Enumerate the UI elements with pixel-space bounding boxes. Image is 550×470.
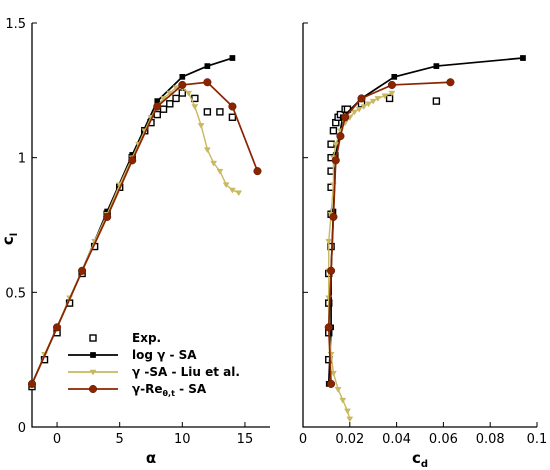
data-point-re_theta	[78, 266, 87, 275]
series-re_theta	[324, 78, 455, 388]
data-point-re_theta	[103, 212, 112, 221]
lift-vs-alpha-panel: 0 5 10 15 0 0.5 1 1.5 α cl	[0, 17, 270, 467]
data-point-re_theta	[203, 78, 212, 87]
legend-label: γ -SA - Liu et al.	[132, 365, 240, 379]
legend-label: log γ - SA	[132, 348, 197, 362]
data-point-re_theta	[53, 323, 62, 332]
data-point-re_theta	[446, 78, 455, 87]
series-line-re_theta	[31, 81, 259, 385]
data-point-re_theta	[324, 323, 333, 332]
legend-swatch-marker	[89, 369, 97, 376]
data-point-liu	[332, 141, 340, 148]
data-point-liu	[339, 397, 347, 404]
data-point-liu	[216, 168, 224, 175]
x-tick-label: 0.04	[382, 432, 411, 447]
data-point-exp	[159, 105, 168, 113]
data-point-exp	[329, 127, 338, 135]
y-tick-label: 1	[18, 152, 26, 167]
data-point-re_theta	[27, 379, 37, 388]
y-tick-label: 1.5	[5, 17, 26, 32]
data-point-liu	[191, 104, 199, 110]
legend-swatch-marker	[88, 384, 98, 394]
data-point-re_theta	[331, 156, 340, 165]
data-point-liu	[374, 96, 382, 102]
x-tick-label: 0.1	[527, 432, 548, 447]
x-axis-label: cd	[412, 449, 428, 470]
data-point-liu	[355, 106, 363, 113]
data-point-liu	[365, 101, 372, 108]
data-point-liu	[351, 109, 358, 116]
x-tick-label: 5	[116, 432, 124, 447]
data-point-liu	[388, 90, 396, 97]
x-tick-label: 15	[237, 432, 254, 447]
y-tick-label: 0.5	[5, 286, 26, 301]
data-point-re_theta	[178, 80, 187, 89]
legend-swatch-marker	[89, 334, 97, 342]
series-line-re_theta	[327, 81, 451, 384]
data-point-liu	[360, 104, 368, 110]
x-tick-label: 0.08	[476, 432, 505, 447]
series-liu	[325, 90, 396, 423]
data-point-exp	[203, 108, 212, 116]
data-point-liu	[203, 147, 211, 154]
data-point-exp	[228, 113, 237, 121]
legend-swatch-marker	[90, 352, 96, 358]
legend-item-re_theta: γ-Reθ,t - SA	[68, 382, 207, 398]
x-axis-label: α	[146, 449, 156, 467]
x-tick-label: 0	[53, 432, 61, 447]
data-point-re_theta	[357, 94, 366, 103]
data-point-liu	[369, 98, 377, 105]
data-point-log_sa	[433, 63, 440, 69]
data-point-exp	[216, 108, 224, 116]
data-point-liu	[346, 416, 354, 423]
legend-item-log_sa: log γ - SA	[68, 348, 197, 362]
data-point-re_theta	[153, 102, 162, 111]
data-point-log_sa	[520, 55, 526, 61]
chart-legend: Exp. log γ - SA γ -SA - Liu et al. γ-Reθ,t …	[68, 331, 240, 398]
data-point-re_theta	[128, 156, 137, 165]
data-point-exp	[172, 94, 180, 103]
data-point-liu	[185, 90, 193, 97]
series-re_theta	[27, 78, 262, 388]
data-point-re_theta	[387, 80, 396, 89]
data-point-liu	[235, 190, 243, 197]
data-point-re_theta	[336, 132, 345, 141]
legend-item-liu: γ -SA - Liu et al.	[68, 365, 240, 379]
data-point-re_theta	[327, 266, 336, 275]
data-point-re_theta	[253, 167, 262, 176]
lift-vs-drag-panel: 0 0.02 0.04 0.06 0.08 0.1 cd	[299, 22, 548, 470]
data-point-re_theta	[228, 102, 237, 111]
data-point-exp	[385, 94, 394, 103]
legend-item-exp: Exp.	[89, 331, 161, 345]
x-tick-label: 0.02	[335, 432, 364, 447]
data-point-liu	[329, 370, 337, 377]
data-point-log_sa	[179, 74, 186, 80]
data-point-liu	[228, 187, 236, 194]
data-point-log_sa	[391, 74, 398, 80]
legend-label: Exp.	[132, 331, 161, 345]
data-point-liu	[210, 160, 218, 167]
data-point-log_sa	[204, 63, 211, 69]
data-point-log_sa	[229, 55, 236, 61]
data-point-liu	[334, 387, 342, 393]
data-point-re_theta	[341, 113, 350, 122]
legend-label: γ-Reθ,t - SA	[132, 382, 207, 398]
x-tick-label: 0	[299, 432, 307, 447]
data-point-re_theta	[329, 212, 338, 221]
data-point-exp	[166, 100, 174, 108]
data-point-liu	[381, 93, 389, 100]
y-tick-label: 0	[18, 421, 26, 436]
data-point-exp	[432, 97, 441, 105]
data-point-liu	[325, 238, 333, 245]
data-point-liu	[222, 182, 230, 189]
data-point-re_theta	[327, 379, 336, 388]
x-tick-label: 0.06	[429, 432, 458, 447]
data-point-liu	[197, 123, 205, 129]
y-axis-label: cl	[0, 233, 20, 245]
data-point-liu	[344, 408, 351, 415]
x-tick-label: 10	[174, 432, 191, 447]
